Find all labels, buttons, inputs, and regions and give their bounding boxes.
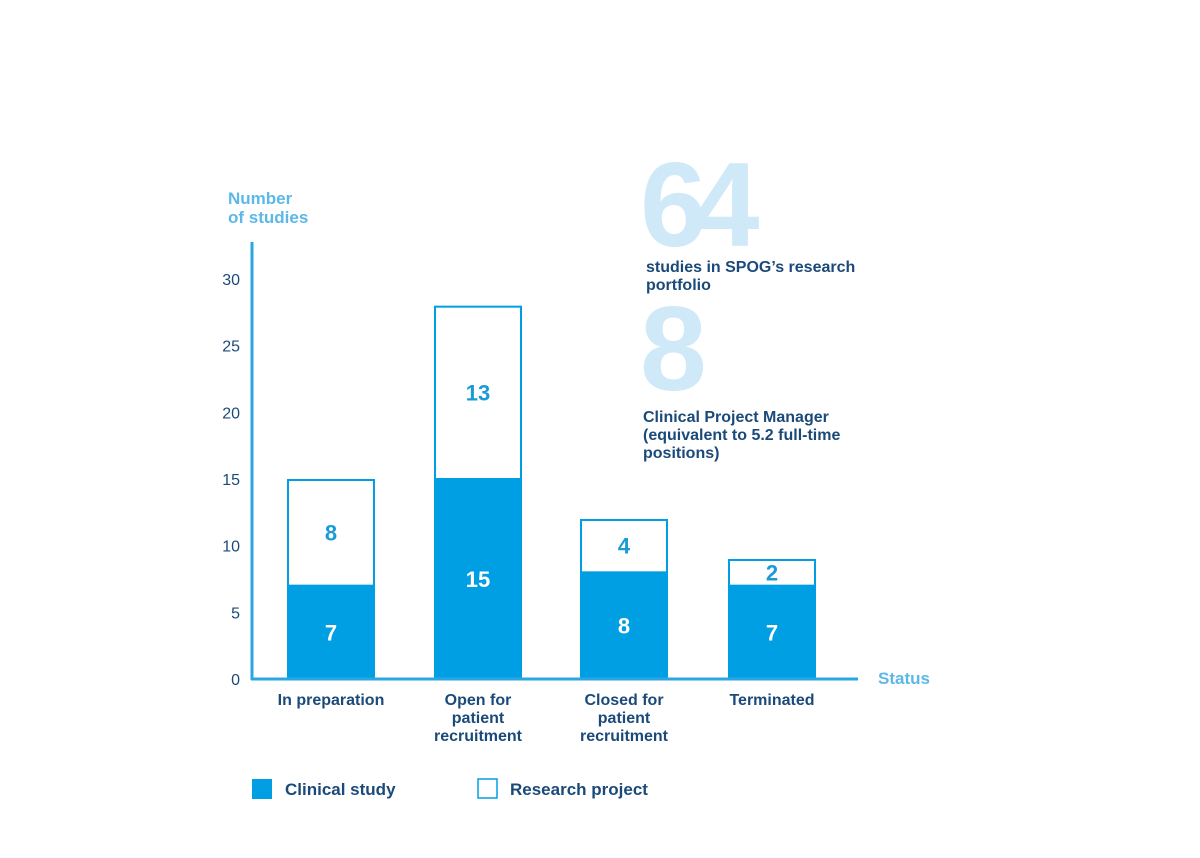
stat-caption-studies: studies in SPOG’s research xyxy=(646,259,855,276)
bar-research-project xyxy=(287,479,375,587)
y-tick-label: 20 xyxy=(222,405,240,422)
data-label-research-project: 4 xyxy=(618,534,631,559)
y-tick-label: 5 xyxy=(231,605,240,622)
bar-clinical-study xyxy=(287,585,375,679)
y-tick-label: 25 xyxy=(222,339,240,356)
y-axis-title: of studies xyxy=(228,208,308,227)
stat-caption-managers: Clinical Project Manager xyxy=(643,409,829,426)
bar-research-project xyxy=(580,519,668,574)
legend-label-clinical-study: Clinical study xyxy=(285,780,396,799)
y-tick-label: 0 xyxy=(231,672,240,689)
y-tick-label: 10 xyxy=(222,539,240,556)
x-category-label: In preparation xyxy=(278,692,385,709)
y-axis-title: Number xyxy=(228,189,293,208)
stat-number-studies: 64 xyxy=(640,138,760,272)
x-category-label: Open for xyxy=(445,692,512,709)
data-label-clinical-study: 7 xyxy=(325,620,337,645)
data-label-clinical-study: 15 xyxy=(466,567,490,592)
legend-swatch-research-project xyxy=(477,778,498,799)
y-tick-label: 15 xyxy=(222,472,240,489)
stat-number-managers: 8 xyxy=(640,282,704,416)
bar-clinical-study xyxy=(580,572,668,679)
x-category-label: recruitment xyxy=(580,728,669,745)
bar-research-project xyxy=(434,305,522,480)
x-category-label: Closed for xyxy=(584,692,663,709)
bar-clinical-study xyxy=(728,585,816,679)
stat-caption-managers: positions) xyxy=(643,445,719,462)
data-label-clinical-study: 7 xyxy=(766,620,778,645)
data-label-research-project: 2 xyxy=(766,560,778,585)
data-label-research-project: 13 xyxy=(466,380,490,405)
stat-caption-studies: portfolio xyxy=(646,277,711,294)
x-category-label: Terminated xyxy=(729,692,814,709)
bar-research-project xyxy=(728,559,816,587)
y-tick-label: 30 xyxy=(222,272,240,289)
data-label-clinical-study: 8 xyxy=(618,614,630,639)
data-label-research-project: 8 xyxy=(325,520,337,545)
x-category-label: patient xyxy=(452,710,505,727)
x-category-label: recruitment xyxy=(434,728,523,745)
legend-label-research-project: Research project xyxy=(510,780,648,799)
stat-caption-managers: (equivalent to 5.2 full-time xyxy=(643,427,840,444)
legend-swatch-clinical-study xyxy=(252,779,272,799)
x-category-label: patient xyxy=(598,710,651,727)
x-axis-title: Status xyxy=(878,669,930,688)
bar-clinical-study xyxy=(434,479,522,679)
